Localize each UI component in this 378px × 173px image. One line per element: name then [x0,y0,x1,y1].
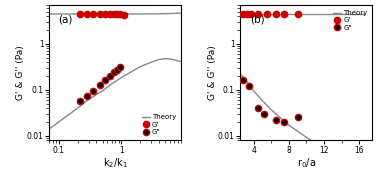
X-axis label: r$_0$/a: r$_0$/a [297,156,316,170]
Text: (b): (b) [249,15,264,25]
Legend: Theory, G', G": Theory, G', G" [140,113,178,137]
Y-axis label: G' & G'' (Pa): G' & G'' (Pa) [208,45,217,100]
Text: (a): (a) [58,15,73,25]
X-axis label: k$_2$/k$_1$: k$_2$/k$_1$ [102,156,128,170]
Legend: Theory, G', G": Theory, G', G" [332,9,369,32]
Y-axis label: G' & G'' (Pa): G' & G'' (Pa) [16,45,25,100]
